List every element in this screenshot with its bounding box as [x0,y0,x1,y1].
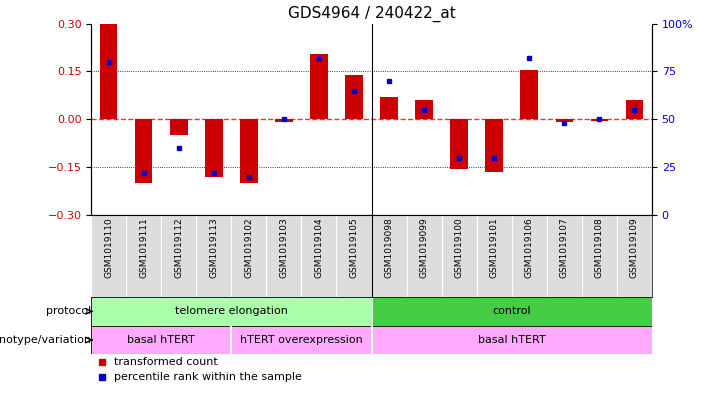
Text: GSM1019112: GSM1019112 [175,217,183,278]
Text: hTERT overexpression: hTERT overexpression [240,335,363,345]
Text: basal hTERT: basal hTERT [128,335,195,345]
Bar [275,119,293,123]
Text: GSM1019109: GSM1019109 [630,217,639,278]
Text: control: control [492,306,531,316]
Bar [416,100,433,119]
Bar [205,119,223,177]
Text: GSM1019111: GSM1019111 [139,217,148,278]
Bar [451,119,468,169]
Bar [372,297,652,326]
Bar [135,119,153,183]
Bar [556,119,573,123]
Bar [91,326,231,354]
Text: percentile rank within the sample: percentile rank within the sample [114,373,301,382]
Text: GSM1019108: GSM1019108 [595,217,604,278]
Bar [170,119,188,135]
Bar [486,119,503,172]
Bar [91,297,372,326]
Text: GSM1019105: GSM1019105 [350,217,358,278]
Text: GSM1019103: GSM1019103 [280,217,288,278]
Bar [626,100,644,119]
Text: GSM1019106: GSM1019106 [525,217,533,278]
Bar [591,119,608,121]
Text: GSM1019098: GSM1019098 [385,217,393,278]
Bar [240,119,258,183]
Bar [372,326,652,354]
Bar [346,75,363,119]
Text: GSM1019113: GSM1019113 [210,217,218,278]
Text: GSM1019101: GSM1019101 [490,217,498,278]
Text: GSM1019100: GSM1019100 [455,217,463,278]
Text: protocol: protocol [46,306,91,316]
Text: GSM1019099: GSM1019099 [420,217,428,278]
Title: GDS4964 / 240422_at: GDS4964 / 240422_at [287,6,456,22]
Bar [521,70,538,119]
Text: GSM1019104: GSM1019104 [315,217,323,278]
Bar [381,97,398,119]
Text: telomere elongation: telomere elongation [175,306,288,316]
Bar [100,24,118,119]
Text: GSM1019110: GSM1019110 [104,217,113,278]
Text: basal hTERT: basal hTERT [478,335,545,345]
Bar [231,326,372,354]
Bar [311,54,328,119]
Text: transformed count: transformed count [114,357,217,367]
Text: GSM1019102: GSM1019102 [245,217,253,278]
Text: GSM1019107: GSM1019107 [560,217,569,278]
Text: genotype/variation: genotype/variation [0,335,91,345]
